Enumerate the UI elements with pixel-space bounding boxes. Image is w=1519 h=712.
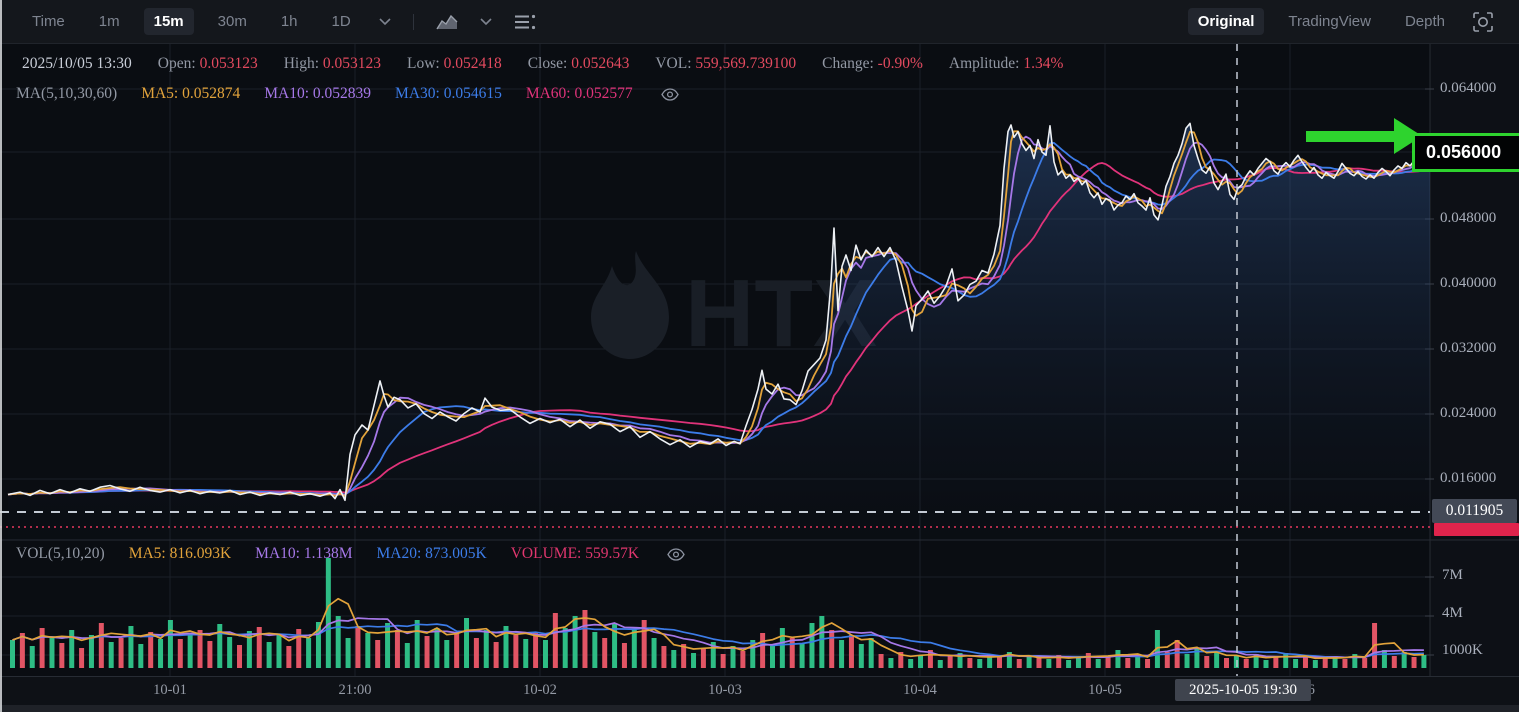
time-tick: 10-04 (903, 682, 937, 698)
chart-toolbar: Time 1m 15m 30m 1h 1D (0, 0, 1519, 44)
vol-group-label: VOL(5,10,20) (16, 545, 105, 562)
timeframe-1h[interactable]: 1h (280, 13, 298, 30)
ma10-value: MA10: 0.052839 (264, 85, 372, 102)
ma60-value: MA60: 0.052577 (525, 85, 633, 102)
time-tick: 21:00 (338, 682, 372, 698)
ma-group-label: MA(5,10,30,60) (16, 85, 118, 102)
chevron-down-icon[interactable] (476, 16, 496, 28)
toolbar-divider (412, 13, 414, 30)
price-tick: 0.048000 (1440, 210, 1497, 226)
close-field: Close: 0.052643 (527, 55, 630, 72)
bottom-strip (0, 704, 1519, 712)
eye-icon[interactable] (667, 547, 685, 561)
ma-info-row: MA(5,10,30,60) MA5: 0.052874 MA10: 0.052… (16, 85, 679, 103)
volume-tick: 4M (1442, 605, 1463, 621)
timeframe-1d[interactable]: 1D (331, 13, 351, 30)
time-axis[interactable]: 10-01 21:00 10-02 10-03 10-04 10-05 10-0… (0, 676, 1519, 705)
open-field: Open: 0.053123 (157, 55, 258, 72)
eye-icon[interactable] (660, 87, 679, 101)
annotation-arrow (1306, 131, 1398, 142)
vol-field: VOL: 559,569.739100 (655, 55, 797, 72)
last-price-label (1434, 523, 1519, 536)
vol-ma10-value: MA10: 1.138M (255, 545, 353, 562)
indicators-icon[interactable] (510, 12, 540, 32)
price-tick: 0.064000 (1440, 80, 1497, 96)
view-original[interactable]: Original (1187, 8, 1265, 35)
time-tick: 10-05 (1088, 682, 1122, 698)
amplitude-field: Amplitude: 1.34% (948, 55, 1064, 72)
vol-ma20-value: MA20: 873.005K (376, 545, 487, 562)
ma30-value: MA30: 0.054615 (395, 85, 502, 102)
price-tick: 0.040000 (1440, 275, 1497, 291)
time-tick: 10-01 (153, 682, 187, 698)
volume-tick: 7M (1442, 567, 1463, 583)
ohlc-info-row: 2025/10/05 13:30 Open: 0.053123 High: 0.… (22, 55, 1063, 73)
timeframe-30m[interactable]: 30m (217, 13, 247, 30)
change-field: Change: -0.90% (822, 55, 923, 72)
chevron-down-icon[interactable] (375, 16, 395, 28)
volume-value: VOLUME: 559.57K (510, 545, 640, 562)
view-depth[interactable]: Depth (1404, 13, 1445, 30)
high-field: High: 0.053123 (283, 55, 381, 72)
low-field: Low: 0.052418 (407, 55, 502, 72)
timeframe-15m[interactable]: 15m (143, 8, 194, 35)
price-tick: 0.032000 (1440, 340, 1497, 356)
price-tick: 0.024000 (1440, 405, 1497, 421)
vol-ma5-value: MA5: 816.093K (128, 545, 232, 562)
volume-info-row: VOL(5,10,20) MA5: 816.093K MA10: 1.138M … (16, 545, 685, 563)
timeframe-time[interactable]: Time (32, 13, 65, 30)
crosshair-time-tooltip: 2025-10-05 19:30 (1175, 679, 1311, 701)
screen-edge-artifact (0, 0, 2, 712)
price-tick: 0.016000 (1440, 470, 1497, 486)
timeframe-1m[interactable]: 1m (98, 13, 120, 30)
crosshair-price-label: 0.011905 (1432, 499, 1517, 523)
chart-type-icon[interactable] (432, 12, 462, 32)
time-tick: 10-03 (708, 682, 742, 698)
volume-tick: 1000K (1442, 642, 1483, 658)
timeframe-group: Time 1m 15m 30m 1h 1D (22, 8, 540, 35)
highlighted-price-box: 0.056000 (1412, 133, 1519, 172)
candle-datetime: 2025/10/05 13:30 (22, 55, 132, 72)
ma5-value: MA5: 0.052874 (141, 85, 241, 102)
view-tradingview[interactable]: TradingView (1288, 13, 1371, 30)
screenshot-icon[interactable] (1469, 10, 1497, 34)
view-switch-group: Original TradingView Depth (1187, 8, 1497, 35)
time-tick: 10-02 (523, 682, 557, 698)
